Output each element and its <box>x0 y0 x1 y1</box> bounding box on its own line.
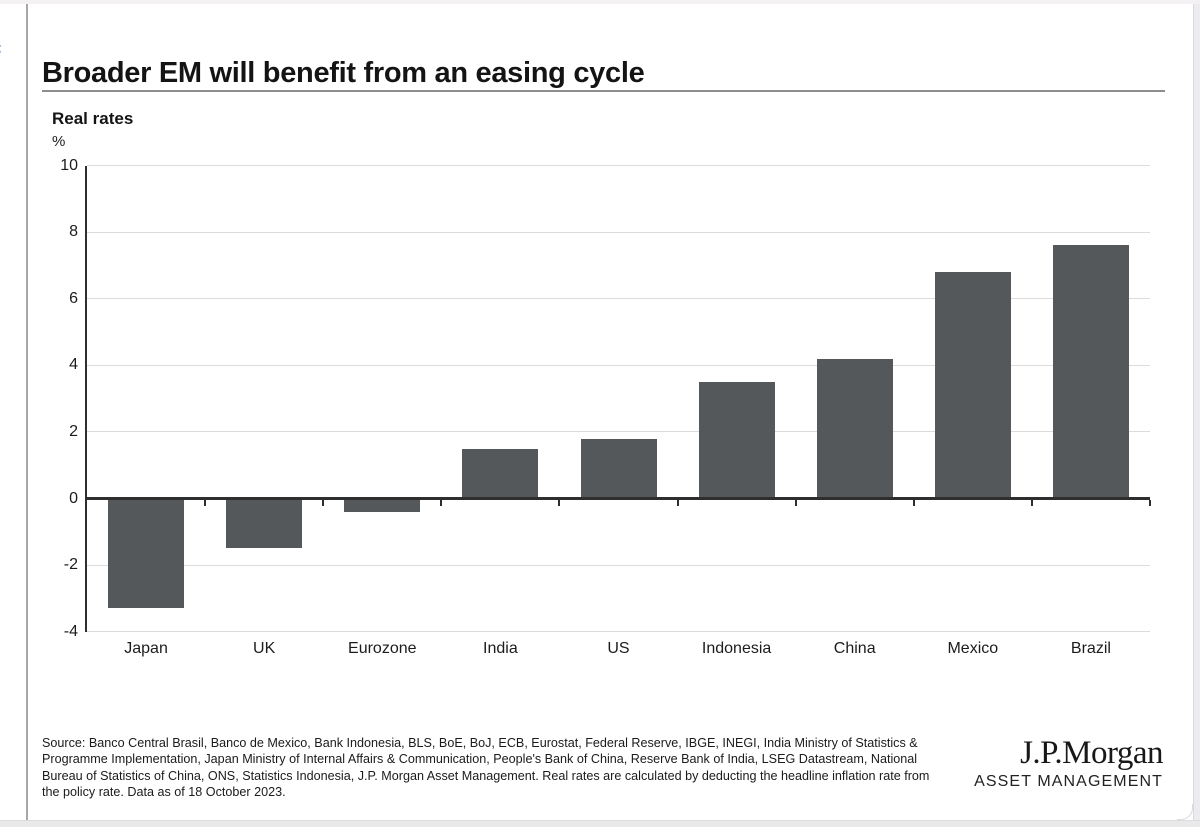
x-axis-tick <box>1030 499 1033 506</box>
jpmorgan-logo-wordmark: J.P.Morgan <box>1020 735 1163 771</box>
gridline <box>87 364 1150 366</box>
viewer-bottom-strip <box>0 820 1200 827</box>
x-axis-category-label: UK <box>253 640 276 657</box>
page-title: Broader EM will benefit from an easing c… <box>42 57 645 90</box>
x-axis-tick <box>676 499 679 506</box>
bar-indonesia <box>698 381 775 499</box>
x-axis-category-label: Mexico <box>947 640 999 657</box>
jpmorgan-logo-subtitle: ASSET MANAGEMENT <box>974 773 1163 790</box>
chart-title: Real rates <box>52 109 134 128</box>
y-axis-line <box>85 165 87 632</box>
viewer-left-divider <box>26 4 28 820</box>
bar-china <box>816 358 893 499</box>
viewer-top-strip <box>0 0 1200 4</box>
chart-unit-label: % <box>52 133 66 150</box>
bar-mexico <box>934 272 1011 499</box>
gridline <box>87 431 1150 433</box>
bar-japan <box>108 498 185 609</box>
title-rule <box>42 90 1165 92</box>
x-axis-tick <box>440 499 443 506</box>
gridline <box>87 165 1150 166</box>
x-axis-category-label: Indonesia <box>701 640 772 657</box>
x-axis-category-label: US <box>607 640 630 657</box>
x-axis-category-label: Brazil <box>1070 640 1111 657</box>
bar-india <box>462 448 539 499</box>
x-axis-category-label: China <box>833 640 876 657</box>
x-axis-tick <box>794 499 797 506</box>
back-chevron-icon[interactable]: ‹ <box>0 38 2 59</box>
jpmorgan-logo: J.P.Morgan ASSET MANAGEMENT <box>974 736 1163 791</box>
y-axis-tick-label: 4 <box>69 356 78 374</box>
bar-us <box>580 438 657 499</box>
y-axis-tick-label: 10 <box>60 156 78 174</box>
viewer-right-strip <box>1193 4 1200 820</box>
y-axis-tick-label: 2 <box>69 422 78 440</box>
source-footnote: Source: Banco Central Brasil, Banco de M… <box>42 736 930 799</box>
y-axis-tick-label: 6 <box>69 289 78 307</box>
y-axis-tick-label: 0 <box>69 489 78 507</box>
x-axis-category-label: India <box>483 640 518 657</box>
bar-brazil <box>1052 245 1129 499</box>
x-axis-category-label: Eurozone <box>348 640 417 657</box>
gridline <box>87 564 1150 566</box>
y-axis-tick-label: -2 <box>63 556 78 574</box>
x-axis-tick <box>1149 499 1151 506</box>
x-axis-tick <box>558 499 561 506</box>
bar-eurozone <box>344 498 421 512</box>
x-axis-zero-line <box>87 496 1150 500</box>
x-axis-tick <box>912 499 915 506</box>
x-axis-tick <box>322 499 325 506</box>
x-axis-category-label: Japan <box>124 640 168 657</box>
gridline <box>87 298 1150 300</box>
gridline <box>87 631 1150 633</box>
x-axis-tick <box>204 499 207 506</box>
y-axis-tick-label: 8 <box>69 223 78 241</box>
gridline <box>87 231 1150 233</box>
bar-uk <box>226 498 303 549</box>
y-axis-tick-label: -4 <box>63 622 78 640</box>
